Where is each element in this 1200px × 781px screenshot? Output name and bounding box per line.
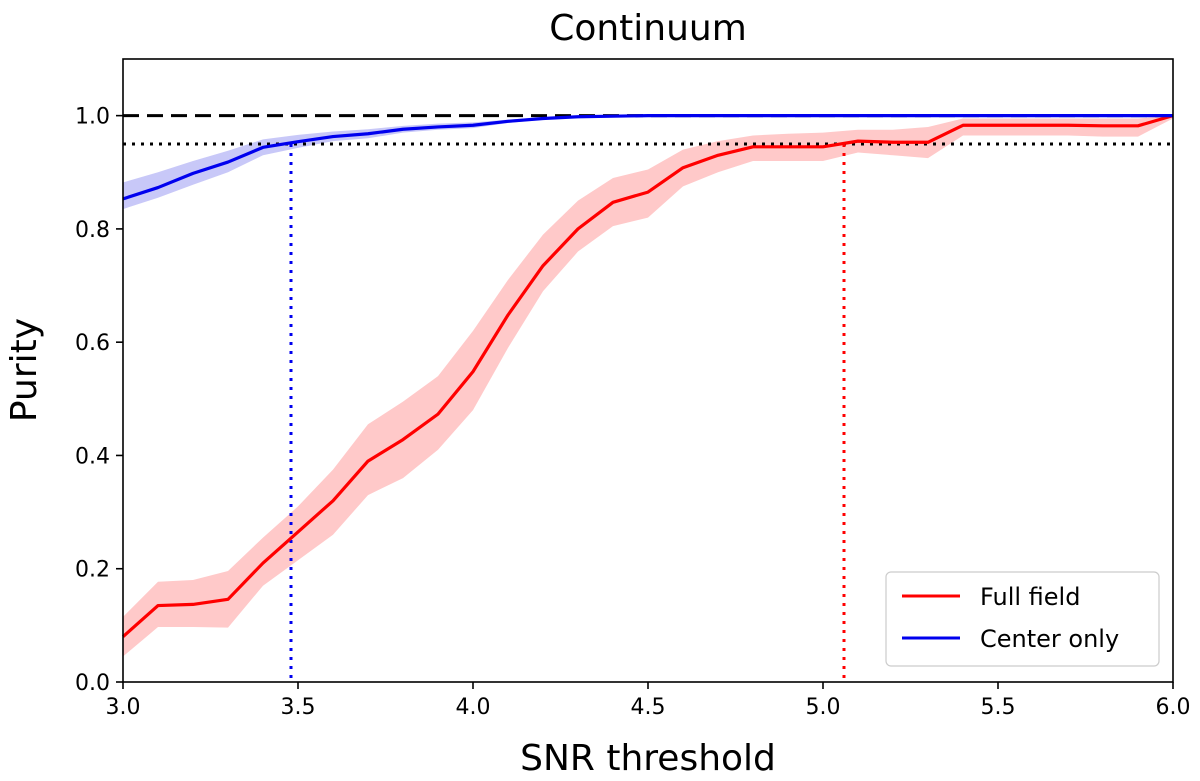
y-tick-label: 0.2 [75,558,110,583]
y-axis-ticks: 0.0 0.2 0.4 0.6 0.8 1.0 [75,105,123,696]
chart-title: Continuum [549,8,747,49]
x-axis-ticks: 3.0 3.5 4.0 4.5 5.0 5.5 6.0 [106,682,1191,720]
legend-label-full-field: Full field [980,583,1080,611]
x-axis-label: SNR threshold [520,738,776,779]
x-tick-label: 6.0 [1156,695,1191,720]
x-tick-label: 5.0 [806,695,841,720]
legend-label-center-only: Center only [980,625,1119,653]
x-tick-label: 3.5 [281,695,316,720]
uncertainty-bands [123,115,1173,657]
y-axis-label: Purity [4,318,45,422]
x-tick-label: 5.5 [981,695,1016,720]
x-tick-label: 3.0 [106,695,141,720]
legend: Full field Center only [885,571,1160,667]
y-tick-label: 1.0 [75,105,110,130]
x-tick-label: 4.0 [456,695,491,720]
uncertainty-band-0 [123,115,1173,657]
series-line-1 [122,114,1173,201]
series-lines [121,114,1174,638]
y-tick-label: 0.4 [75,444,110,469]
y-tick-label: 0.6 [75,331,110,356]
series-line-0 [121,114,1174,638]
x-tick-label: 4.5 [631,695,666,720]
y-tick-label: 0.0 [75,671,110,696]
y-tick-label: 0.8 [75,218,110,243]
